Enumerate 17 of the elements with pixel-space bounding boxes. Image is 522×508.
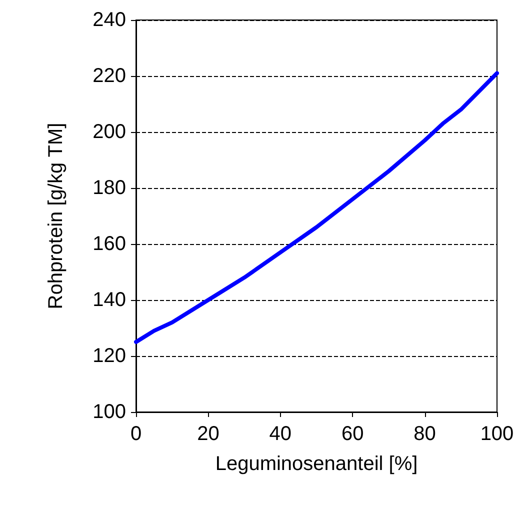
y-tick-label: 160: [92, 233, 126, 255]
y-tick-label: 220: [92, 65, 126, 87]
y-tick-label: 180: [92, 177, 126, 199]
line-series: [134, 71, 499, 344]
y-axis-title: Rohprotein [g/kg TM]: [45, 122, 67, 310]
y-tick-label: 200: [92, 121, 126, 143]
x-tick-label: 0: [130, 423, 142, 445]
x-tick-label: 100: [480, 423, 514, 445]
x-tick-label: 80: [414, 423, 436, 445]
x-tick-label: 20: [197, 423, 220, 445]
x-tick-label: 60: [341, 423, 364, 445]
y-tick-label: 240: [92, 9, 126, 31]
x-tick-label: 40: [269, 423, 292, 445]
y-tick-label: 140: [92, 289, 126, 311]
x-axis-title: Leguminosenanteil [%]: [215, 453, 418, 475]
y-tick-label: 100: [92, 401, 126, 423]
y-tick-label: 120: [92, 345, 126, 367]
